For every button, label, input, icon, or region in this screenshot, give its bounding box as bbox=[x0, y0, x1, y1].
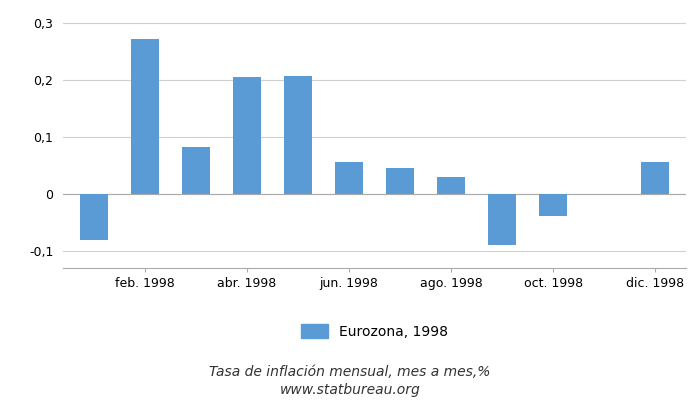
Bar bbox=[182, 147, 210, 194]
Bar bbox=[488, 194, 516, 245]
Text: www.statbureau.org: www.statbureau.org bbox=[279, 383, 421, 397]
Bar bbox=[233, 77, 261, 194]
Bar bbox=[80, 194, 108, 240]
Legend: Eurozona, 1998: Eurozona, 1998 bbox=[295, 318, 454, 344]
Bar bbox=[335, 162, 363, 194]
Text: Tasa de inflación mensual, mes a mes,%: Tasa de inflación mensual, mes a mes,% bbox=[209, 365, 491, 379]
Bar bbox=[131, 39, 159, 194]
Bar bbox=[386, 168, 414, 194]
Bar bbox=[437, 177, 465, 194]
Bar bbox=[284, 76, 312, 194]
Bar bbox=[539, 194, 567, 216]
Bar bbox=[641, 162, 669, 194]
